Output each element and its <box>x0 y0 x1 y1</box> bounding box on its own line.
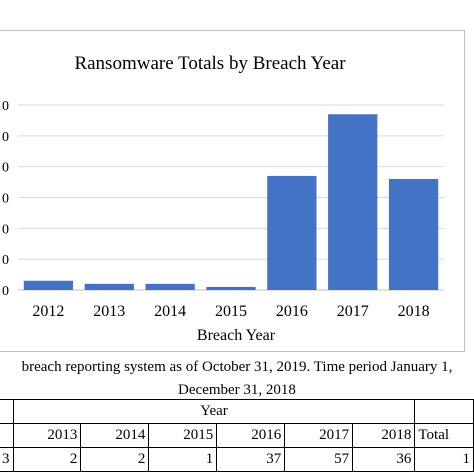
x-tick-label: 2017 <box>337 303 369 320</box>
bar-2017 <box>328 114 378 290</box>
bar-2018 <box>388 179 439 290</box>
value-cell: 1 <box>414 447 474 472</box>
y-tick-label: 0 <box>2 161 9 176</box>
header-cell: 2016 <box>216 423 286 448</box>
header-cell <box>0 423 14 448</box>
x-tick-label: 2013 <box>93 303 125 320</box>
x-axis-label: Breach Year <box>197 327 276 344</box>
table-header-row: 2013 2014 2015 2016 2017 2018 Total <box>0 423 474 448</box>
y-tick-label: 0 <box>2 253 9 268</box>
y-tick-labels: 0 0 0 0 0 0 0 <box>2 99 9 299</box>
value-cell: 37 <box>216 447 286 472</box>
value-cell: 2 <box>12 447 82 472</box>
chart-title: Ransomware Totals by Breach Year <box>74 53 346 74</box>
x-tick-labels: 2012 2013 2014 2015 2016 2017 2018 <box>32 303 429 320</box>
x-tick-label: 2014 <box>154 303 186 320</box>
table-value-row: 3 2 2 1 37 57 36 1 <box>0 447 474 472</box>
bar-2015 <box>206 286 256 290</box>
value-cell: 36 <box>352 447 416 472</box>
header-cell: 2013 <box>12 423 82 448</box>
chart-frame: 0 0 0 0 0 0 0 2012 2013 2014 2015 2016 2017 2018 Ran… <box>0 30 465 352</box>
x-tick-label: 2015 <box>215 303 247 320</box>
y-tick-label: 0 <box>2 130 9 145</box>
y-tick-label: 0 <box>2 222 9 237</box>
value-cell: 3 <box>0 447 14 472</box>
bar-2013 <box>84 283 134 290</box>
bar-2012 <box>23 280 74 290</box>
bars <box>23 114 439 290</box>
header-cell: 2014 <box>80 423 150 448</box>
caption-line-1: breach reporting system as of October 31… <box>21 359 453 375</box>
value-cell: 57 <box>284 447 354 472</box>
header-cell: 2018 <box>352 423 416 448</box>
y-tick-label: 0 <box>2 99 9 114</box>
x-tick-label: 2016 <box>276 303 308 320</box>
header-cell: 2017 <box>284 423 354 448</box>
table-group-header-row: Year <box>0 399 474 424</box>
x-tick-label: 2018 <box>398 303 430 320</box>
value-cell: 2 <box>80 447 150 472</box>
y-tick-label: 0 <box>2 192 9 207</box>
bar-2014 <box>145 283 195 290</box>
bar-chart: 0 0 0 0 0 0 0 2012 2013 2014 2015 2016 2017 2018 Ran… <box>2 53 444 344</box>
data-table: Year 2013 2014 2015 2016 2017 2018 Total… <box>0 399 474 472</box>
header-cell: Total <box>414 423 474 448</box>
value-cell: 1 <box>148 447 218 472</box>
year-group-header: Year <box>12 399 416 424</box>
header-cell: 2015 <box>148 423 218 448</box>
x-tick-label: 2012 <box>32 303 64 320</box>
bar-2016 <box>267 175 317 290</box>
gridlines <box>18 104 444 291</box>
y-tick-label: 0 <box>2 284 9 299</box>
caption-line-2: December 31, 2018 <box>178 382 296 398</box>
